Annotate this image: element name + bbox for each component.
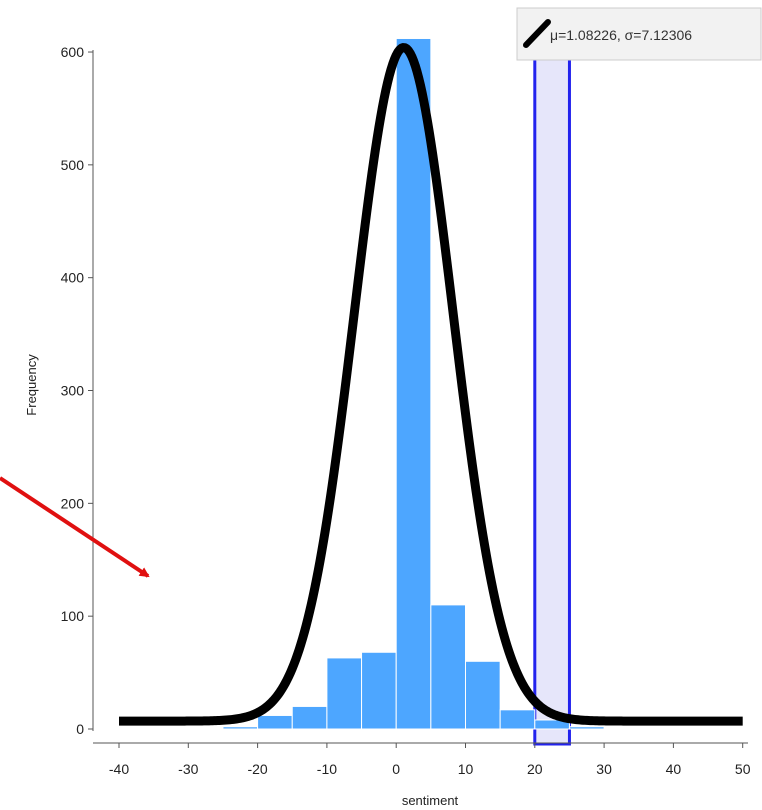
x-tick-label: 40 xyxy=(666,761,682,777)
y-tick-label: 400 xyxy=(61,270,85,286)
curve-legend-swatch-icon xyxy=(523,19,551,48)
x-tick-label: -30 xyxy=(178,761,198,777)
normal-fit-curve xyxy=(116,43,746,726)
x-tick-label: -10 xyxy=(317,761,337,777)
x-tick-label: -20 xyxy=(247,761,267,777)
x-tick-label: 0 xyxy=(392,761,400,777)
y-tick-label: 0 xyxy=(76,721,84,737)
histogram-bar[interactable] xyxy=(465,660,501,730)
y-axis-title: Frequency xyxy=(24,354,39,416)
histogram-bar[interactable] xyxy=(568,726,605,730)
legend-box xyxy=(516,7,762,61)
histogram-bar[interactable] xyxy=(222,726,259,730)
x-tick-label: 30 xyxy=(596,761,612,777)
y-tick-label: 100 xyxy=(61,608,85,624)
x-tick-label: 10 xyxy=(458,761,474,777)
histogram-bar[interactable] xyxy=(326,657,363,730)
histogram-bar[interactable] xyxy=(257,714,293,730)
x-tick-label: -40 xyxy=(109,761,129,777)
x-tick-label: 20 xyxy=(527,761,543,777)
y-tick-label: 500 xyxy=(61,157,85,173)
x-tick-label: 50 xyxy=(735,761,751,777)
histogram-bar[interactable] xyxy=(499,709,536,730)
y-tick-label: 300 xyxy=(61,383,85,399)
red-arrow-annotation xyxy=(0,476,150,578)
histogram-bar[interactable] xyxy=(534,719,570,730)
y-tick-label: 200 xyxy=(61,495,85,511)
histogram-bar[interactable] xyxy=(361,651,397,730)
legend-label: μ=1.08226, σ=7.12306 xyxy=(550,27,692,43)
histogram-bar[interactable] xyxy=(291,705,328,730)
selection-highlight-box[interactable] xyxy=(533,16,571,746)
y-tick-label: 600 xyxy=(61,44,85,60)
histogram-bar[interactable] xyxy=(430,604,467,730)
x-axis-title: sentiment xyxy=(402,793,459,808)
histogram-bar[interactable] xyxy=(395,37,432,730)
